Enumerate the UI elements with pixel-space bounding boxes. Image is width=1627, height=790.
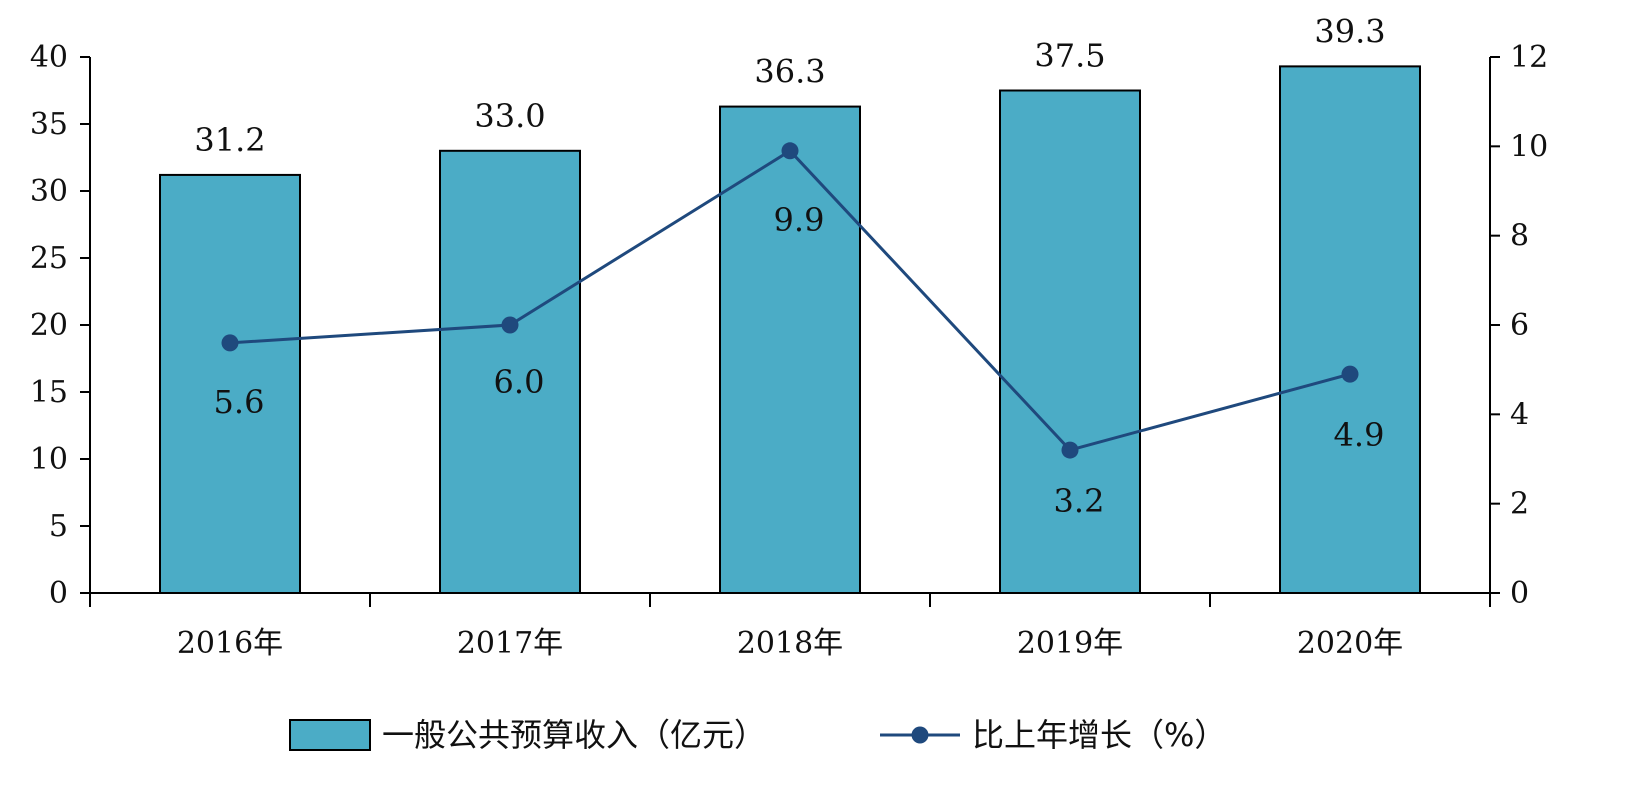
right-tick-label: 2: [1510, 487, 1529, 522]
growth-point-2019年: [1061, 441, 1079, 459]
legend-swatch-marker: [911, 726, 929, 744]
legend: 一般公共预算收入（亿元） 比上年增长（%）: [289, 716, 1226, 754]
right-tick-label: 4: [1510, 397, 1529, 432]
left-tick-label: 15: [30, 375, 68, 410]
bar-2018年: [719, 105, 861, 595]
right-tick-label: 10: [1510, 129, 1548, 164]
x-tick-label: 2018年: [737, 626, 843, 661]
growth-value-label: 3.2: [1054, 482, 1105, 520]
bar-2017年: [439, 149, 581, 595]
x-tick-label: 2020年: [1297, 626, 1403, 661]
x-tick-label: 2017年: [457, 626, 563, 661]
legend-swatch-bar: [289, 719, 371, 751]
left-tick-label: 5: [49, 509, 68, 544]
growth-point-2018年: [781, 142, 799, 160]
growth-value-label: 6.0: [494, 363, 545, 401]
left-tick-label: 30: [30, 174, 68, 209]
axes: 0 5 10 15 20 25 30 35 40 0 2 4 6 8 10 12 2016年 2017年 2018年…: [30, 40, 1548, 661]
left-tick-label: 40: [30, 40, 68, 75]
left-tick-label: 0: [49, 576, 68, 611]
bar-value-label: 33.0: [474, 97, 545, 135]
left-tick-label: 25: [30, 241, 68, 276]
left-tick-label: 10: [30, 442, 68, 477]
bar-value-label: 37.5: [1034, 37, 1105, 75]
growth-point-2020年: [1341, 365, 1359, 383]
legend-label-bar: 一般公共预算收入（亿元）: [382, 716, 766, 754]
growth-value-label: 4.9: [1334, 416, 1385, 454]
left-tick-label: 20: [30, 308, 68, 343]
x-tick-label: 2016年: [177, 626, 283, 661]
legend-label-line: 比上年增长（%）: [972, 716, 1226, 754]
bar-2020年: [1279, 65, 1421, 594]
growth-point-2017年: [501, 316, 519, 334]
right-tick-label: 8: [1510, 219, 1529, 254]
right-tick-label: 0: [1510, 576, 1529, 611]
bar-2019年: [999, 89, 1141, 594]
line-series: [221, 142, 1359, 459]
bar-value-label: 36.3: [754, 53, 825, 91]
right-tick-label: 12: [1510, 40, 1548, 75]
x-tick-label: 2019年: [1017, 626, 1123, 661]
right-tick-label: 6: [1510, 308, 1529, 343]
bar-value-label: 39.3: [1314, 12, 1385, 50]
growth-value-label: 5.6: [214, 383, 265, 421]
bar-2016年: [159, 173, 301, 594]
growth-value-label: 9.9: [774, 201, 825, 239]
bar-value-label: 31.2: [194, 121, 265, 159]
growth-point-2016年: [221, 334, 239, 352]
left-tick-label: 35: [30, 107, 68, 142]
data-labels: 31.2 33.0 36.3 37.5 39.3 5.6 6.0 9.9 3.2 4.9: [194, 12, 1385, 520]
bar-series: [159, 65, 1421, 595]
